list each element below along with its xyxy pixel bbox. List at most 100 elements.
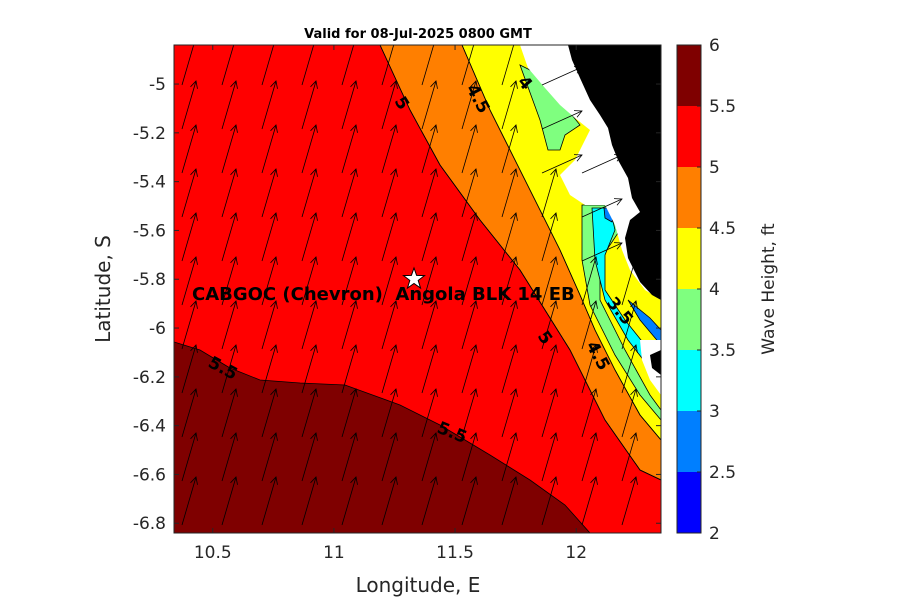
colorbar-tick-label: 3 bbox=[709, 402, 720, 422]
wave-arrow bbox=[221, 344, 237, 394]
wave-arrow-head bbox=[430, 344, 438, 353]
wave-arrow-head bbox=[390, 212, 398, 221]
wave-arrow bbox=[461, 476, 477, 526]
wave-arrow bbox=[621, 256, 637, 306]
wave-arrow bbox=[541, 168, 557, 218]
wave-arrow bbox=[181, 344, 197, 394]
wave-arrow-head bbox=[430, 256, 438, 265]
wave-arrow bbox=[581, 242, 623, 262]
wave-arrow-head bbox=[630, 344, 638, 353]
wave-arrow-head bbox=[470, 388, 478, 397]
wave-arrow bbox=[541, 212, 557, 262]
wave-arrow-head bbox=[510, 124, 518, 133]
wave-arrow-head bbox=[470, 124, 478, 133]
wave-arrow bbox=[541, 344, 557, 394]
wave-arrow-head bbox=[590, 300, 598, 309]
wave-arrow-head bbox=[430, 388, 438, 397]
wave-arrow bbox=[501, 124, 517, 174]
wave-arrow-head bbox=[310, 168, 318, 177]
wave-arrow bbox=[541, 256, 557, 306]
y-tick-label: -5 bbox=[149, 75, 166, 95]
wave-arrow bbox=[221, 168, 237, 218]
wave-arrow-head bbox=[550, 344, 558, 353]
wave-arrow bbox=[541, 432, 557, 482]
wave-arrow-head bbox=[550, 300, 558, 309]
wave-arrow bbox=[341, 388, 357, 438]
wave-arrow bbox=[381, 45, 395, 86]
wave-arrow-head bbox=[190, 124, 198, 133]
wave-arrow bbox=[461, 80, 477, 130]
wave-arrow bbox=[501, 388, 517, 438]
wave-arrow-head bbox=[190, 432, 198, 441]
wave-arrow-head bbox=[613, 198, 623, 206]
wave-arrow bbox=[541, 110, 583, 130]
wave-arrow-head bbox=[510, 300, 518, 309]
wave-arrow bbox=[541, 154, 583, 174]
wave-arrow bbox=[181, 388, 197, 438]
wave-arrow-head bbox=[590, 388, 598, 397]
colorbar-tick-label: 4 bbox=[709, 280, 720, 300]
wave-arrow-head bbox=[550, 476, 558, 485]
wave-arrow-head bbox=[613, 242, 623, 250]
wave-arrow-head bbox=[590, 432, 598, 441]
wave-arrow-head bbox=[191, 37, 198, 45]
wave-arrow-head bbox=[310, 80, 318, 89]
wave-arrow-head bbox=[350, 476, 358, 485]
wave-arrow bbox=[341, 124, 357, 174]
x-axis-label: Longitude, E bbox=[356, 573, 481, 597]
wave-arrow bbox=[181, 256, 197, 306]
wave-arrow bbox=[301, 80, 317, 130]
wave-arrow-head bbox=[573, 154, 583, 162]
wave-arrow-head bbox=[310, 124, 318, 133]
wave-arrow bbox=[221, 212, 237, 262]
wave-arrow bbox=[181, 124, 197, 174]
wave-arrow bbox=[381, 80, 397, 130]
wave-arrow-head bbox=[270, 344, 278, 353]
wave-arrow bbox=[581, 256, 597, 306]
wave-arrow bbox=[501, 256, 517, 306]
wave-arrow-head bbox=[350, 80, 358, 89]
colorbar-segment bbox=[677, 289, 701, 350]
wave-arrow-head bbox=[470, 256, 478, 265]
wave-arrow bbox=[381, 432, 397, 482]
wave-arrow bbox=[581, 300, 597, 350]
wave-arrow bbox=[301, 45, 315, 86]
y-tick-label: -5.6 bbox=[133, 221, 166, 241]
site-label: CABGOC (Chevron) Angola BLK 14 EB bbox=[192, 284, 575, 305]
wave-arrow bbox=[421, 124, 437, 174]
wave-arrow bbox=[381, 300, 397, 350]
wave-arrow bbox=[421, 476, 437, 526]
wave-arrow-head bbox=[230, 212, 238, 221]
wave-arrow bbox=[181, 80, 197, 130]
wave-arrow bbox=[581, 198, 623, 218]
wave-direction-arrows bbox=[181, 37, 638, 526]
wave-arrow bbox=[341, 300, 357, 350]
wave-arrow bbox=[461, 168, 477, 218]
wave-arrow-head bbox=[350, 168, 358, 177]
contour-lines bbox=[379, 45, 661, 481]
wave-arrow-head bbox=[190, 256, 198, 265]
wave-arrow-head bbox=[390, 124, 398, 133]
wave-arrow bbox=[421, 432, 437, 482]
colorbar-tick-label: 3.5 bbox=[709, 341, 736, 361]
wave-arrow bbox=[261, 212, 277, 262]
wave-arrow-head bbox=[350, 256, 358, 265]
wave-arrow-head bbox=[390, 432, 398, 441]
wave-arrow bbox=[461, 45, 475, 86]
wave-arrow-head bbox=[590, 476, 598, 485]
wave-arrow-head bbox=[190, 388, 198, 397]
wave-arrow-head bbox=[590, 344, 598, 353]
wave-arrow bbox=[181, 300, 197, 350]
wave-arrow-head bbox=[470, 300, 478, 309]
wave-arrow-head bbox=[270, 300, 278, 309]
wave-arrow bbox=[221, 476, 237, 526]
wave-arrow bbox=[261, 45, 275, 86]
wave-arrow bbox=[301, 212, 317, 262]
wave-arrow-head bbox=[550, 256, 558, 265]
wave-arrow-head bbox=[550, 432, 558, 441]
wave-arrow-head bbox=[310, 256, 318, 265]
wave-arrow-head bbox=[630, 388, 638, 397]
land-mass-south bbox=[650, 350, 661, 375]
wave-arrow-head bbox=[230, 168, 238, 177]
wave-arrow-head bbox=[190, 168, 198, 177]
